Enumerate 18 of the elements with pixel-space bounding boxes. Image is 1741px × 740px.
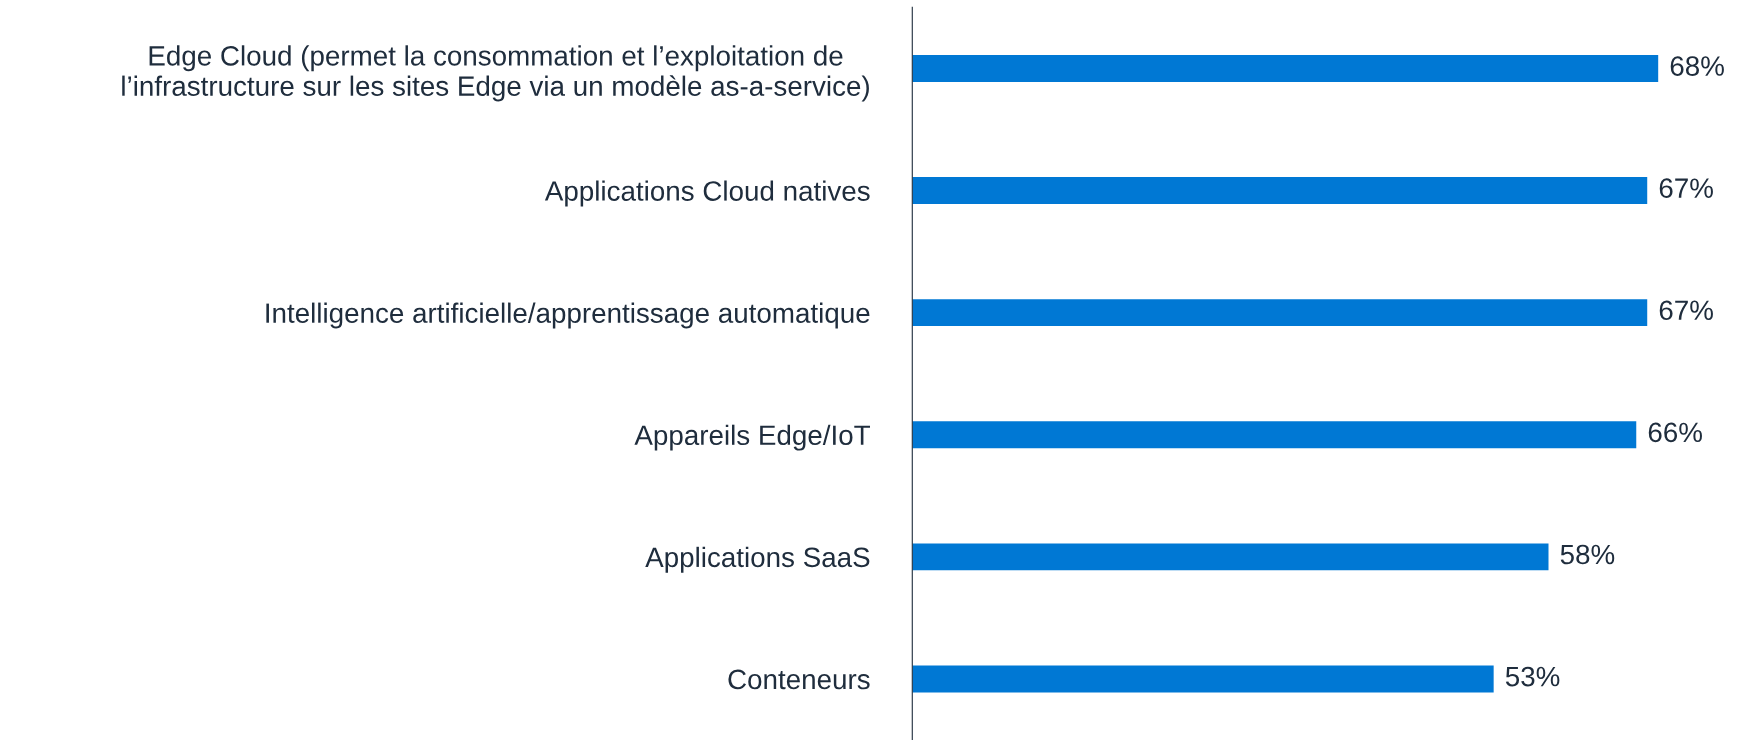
data-label: 53% [1505, 666, 1560, 687]
y-tick-label: Edge Cloud (permet la consommation et l’exploitation de l’infrastructure sur les sites Edge via un modèle as-a-service) [122, 45, 869, 102]
y-tick-label: Applications SaaS [645, 546, 870, 573]
bar [912, 177, 1648, 204]
bar [912, 55, 1659, 82]
data-label: 58% [1560, 544, 1615, 565]
bar [912, 665, 1494, 693]
bar [912, 299, 1648, 327]
y-tick-label: Intelligence artificielle/apprentissage automatique [266, 302, 870, 329]
y-tick-label: Conteneurs [728, 669, 870, 690]
data-label: 68% [1670, 56, 1724, 76]
y-tick-label: Appareils Edge/IoT [634, 424, 870, 451]
data-label: 67% [1659, 300, 1713, 321]
y-tick-label: Applications Cloud natives [544, 180, 870, 207]
data-label: 66% [1648, 422, 1702, 443]
bar [912, 543, 1549, 571]
bar [912, 421, 1637, 449]
data-label: 67% [1659, 178, 1713, 199]
